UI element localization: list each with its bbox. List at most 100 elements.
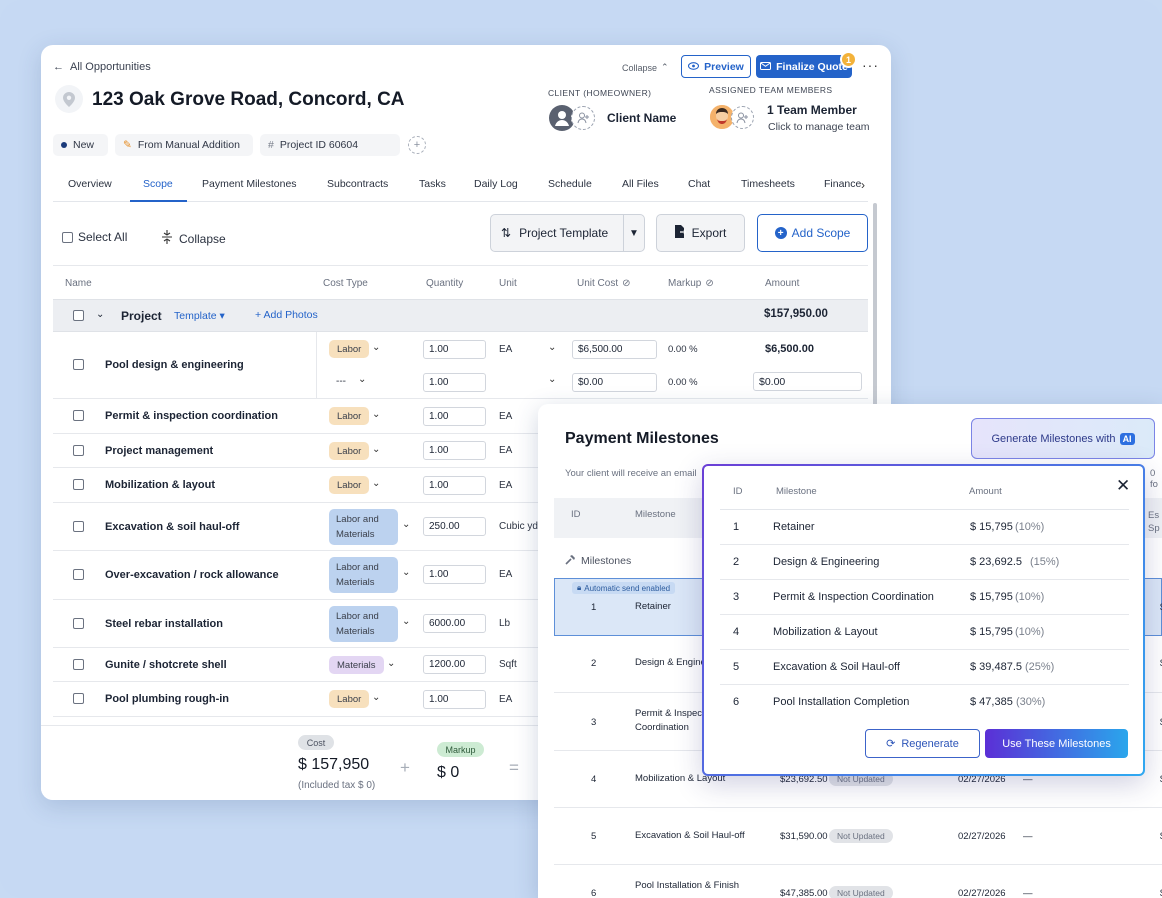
tab-schedule[interactable]: Schedule — [548, 178, 592, 190]
project-group-row[interactable]: ⌄ Project Template ▾ + Add Photos $157,9… — [53, 299, 868, 332]
unit-cost-input[interactable]: $0.00 — [572, 373, 657, 392]
chevron-down-icon[interactable]: ⌄ — [548, 374, 557, 385]
quantity-input[interactable]: 1.00 — [423, 441, 486, 460]
back-link[interactable]: ← All Opportunities — [53, 61, 151, 73]
regenerate-button[interactable]: ⟳ Regenerate — [865, 729, 980, 758]
table-row[interactable]: Excavation & soil haul-off Labor and Mate… — [53, 503, 868, 551]
chevron-down-icon[interactable]: ⌄ — [402, 616, 411, 627]
row-checkbox[interactable] — [73, 479, 84, 490]
milestone-id: 6 — [591, 888, 597, 898]
template-dropdown[interactable]: Template ▾ — [174, 310, 225, 322]
table-row[interactable]: Project management Labor ⌄ 1.00 EA — [53, 434, 868, 468]
collapse-header-button[interactable]: Collapse ⌃ — [622, 62, 669, 73]
add-client-icon[interactable] — [571, 106, 595, 130]
eye-off-icon[interactable]: ⊘ — [705, 278, 714, 289]
chevron-down-icon[interactable]: ⌄ — [372, 478, 381, 489]
more-options-icon[interactable]: ··· — [862, 57, 879, 73]
chevron-down-icon[interactable]: ⌄ — [372, 342, 381, 353]
chevron-down-icon[interactable]: ⌄ — [372, 692, 381, 703]
milestone-row[interactable]: 4 Mobilization & Layout $23,692.50 Not U… — [554, 751, 1162, 808]
table-row[interactable]: Permit & inspection coordination Labor ⌄… — [53, 399, 868, 434]
tab-all-files[interactable]: All Files — [622, 178, 659, 190]
quantity-input[interactable]: 1.00 — [423, 476, 486, 495]
chevron-down-icon[interactable]: ⌄ — [358, 374, 367, 385]
tab-finance[interactable]: Finance — [824, 178, 862, 190]
add-team-member-icon[interactable] — [731, 106, 754, 129]
quantity-input[interactable]: 1.00 — [423, 565, 486, 584]
cost-type-pill[interactable]: Labor — [329, 476, 370, 494]
quantity-input[interactable]: 6000.00 — [423, 614, 486, 633]
milestone-id: 5 — [591, 831, 597, 842]
status-chip[interactable]: New — [53, 134, 108, 156]
chevron-down-icon[interactable]: ⌄ — [96, 309, 105, 320]
cost-type-pill[interactable]: Labor and Materials — [329, 606, 398, 642]
row-checkbox[interactable] — [73, 410, 84, 421]
quantity-input[interactable]: 1.00 — [423, 340, 486, 359]
select-all-checkbox[interactable] — [62, 231, 73, 243]
caret-down-icon[interactable]: ▼ — [629, 227, 639, 239]
table-row[interactable]: Over-excavation / rock allowance Labor a… — [53, 551, 868, 600]
chevron-down-icon[interactable]: ⌄ — [402, 519, 411, 530]
preview-button[interactable]: Preview — [681, 55, 751, 78]
cost-type-pill[interactable]: Labor — [329, 442, 370, 460]
row-checkbox[interactable] — [73, 310, 84, 321]
tab-daily-log[interactable]: Daily Log — [474, 178, 518, 190]
chevron-right-icon[interactable]: › — [861, 178, 865, 192]
quantity-input[interactable]: 1.00 — [423, 407, 486, 426]
team-member-count[interactable]: 1 Team Member — [767, 103, 857, 117]
cost-type-placeholder[interactable]: --- — [336, 376, 346, 387]
row-checkbox[interactable] — [73, 521, 84, 532]
tab-scope[interactable]: Scope — [143, 178, 173, 190]
client-name[interactable]: Client Name — [607, 111, 677, 125]
chevron-down-icon[interactable]: ⌄ — [387, 658, 396, 669]
table-row[interactable]: Mobilization & layout Labor ⌄ 1.00 EA — [53, 468, 868, 503]
add-scope-button[interactable]: + Add Scope — [757, 214, 868, 252]
project-template-button[interactable]: ⇅ Project Template ▼ — [490, 214, 645, 252]
cost-type-pill[interactable]: Labor — [329, 690, 370, 708]
chevron-down-icon[interactable]: ⌄ — [548, 342, 557, 353]
add-tag-icon[interactable]: + — [408, 136, 426, 154]
cost-type-pill[interactable]: Labor — [329, 340, 370, 358]
tab-payment-milestones[interactable]: Payment Milestones — [202, 178, 297, 190]
cost-type-pill[interactable]: Labor and Materials — [329, 557, 398, 593]
tab-overview[interactable]: Overview — [68, 178, 112, 190]
use-milestones-button[interactable]: Use These Milestones — [985, 729, 1128, 758]
milestone-row[interactable]: 6 Pool Installation & Finish $47,385.00 … — [554, 865, 1162, 898]
cost-type-pill[interactable]: Labor — [329, 407, 370, 425]
tab-subcontracts[interactable]: Subcontracts — [327, 178, 389, 190]
collapse-all-button[interactable]: Collapse — [162, 230, 226, 247]
cost-type-pill[interactable]: Labor and Materials — [329, 509, 398, 545]
milestone-row[interactable]: 5 Excavation & Soil Haul-off $31,590.00 … — [554, 808, 1162, 865]
row-checkbox[interactable] — [73, 618, 84, 629]
tab-chat[interactable]: Chat — [688, 178, 711, 190]
table-row[interactable]: Steel rebar installation Labor and Materi… — [53, 600, 868, 648]
row-checkbox[interactable] — [73, 659, 84, 670]
cost-type-pill[interactable]: Materials — [329, 656, 384, 674]
add-photos-link[interactable]: + Add Photos — [255, 309, 318, 321]
quantity-input[interactable]: 1.00 — [423, 690, 486, 709]
quantity-input[interactable]: 1200.00 — [423, 655, 486, 674]
eye-off-icon[interactable]: ⊘ — [622, 278, 631, 289]
quantity-input[interactable]: 250.00 — [423, 517, 486, 536]
export-button[interactable]: Export — [656, 214, 745, 252]
table-row[interactable]: Gunite / shotcrete shell Materials ⌄ 120… — [53, 648, 868, 682]
close-icon[interactable]: ✕ — [1116, 476, 1131, 495]
table-row[interactable]: Pool plumbing rough-in Labor ⌄ 1.00 EA — [53, 682, 868, 717]
milestone-row[interactable]: 1 Retainer $0 — [554, 590, 1162, 636]
unit-cost-input[interactable]: $6,500.00 — [572, 340, 657, 359]
row-checkbox[interactable] — [73, 693, 84, 704]
quantity-input[interactable]: 1.00 — [423, 373, 486, 392]
tab-tasks[interactable]: Tasks — [419, 178, 446, 190]
chevron-down-icon[interactable]: ⌄ — [372, 409, 381, 420]
row-checkbox[interactable] — [73, 569, 84, 580]
select-all[interactable]: Select All — [62, 230, 127, 244]
tab-timesheets[interactable]: Timesheets — [741, 178, 795, 190]
finalize-quote-button[interactable]: Finalize Quote — [756, 55, 852, 78]
amount-input[interactable]: $0.00 — [753, 372, 862, 391]
row-checkbox[interactable] — [73, 359, 84, 370]
generate-milestones-ai-button[interactable]: Generate Milestones with AI — [971, 418, 1155, 459]
chevron-down-icon[interactable]: ⌄ — [372, 444, 381, 455]
table-row[interactable]: Pool design & engineering Labor ⌄ 1.00 E… — [53, 332, 868, 399]
row-checkbox[interactable] — [73, 445, 84, 456]
chevron-down-icon[interactable]: ⌄ — [402, 567, 411, 578]
